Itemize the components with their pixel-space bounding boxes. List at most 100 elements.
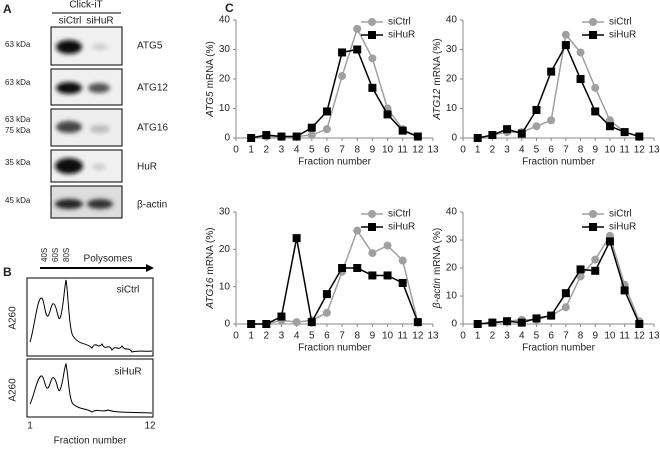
x-tick-label: 9	[592, 145, 598, 156]
x-tick-label: 9	[370, 145, 376, 156]
band	[88, 83, 110, 93]
trace	[29, 362, 153, 414]
y-tick-label: 10	[446, 291, 458, 302]
marker	[353, 45, 362, 54]
x-tick-label: 10	[382, 145, 394, 156]
y-tick-label: 30	[446, 44, 458, 55]
marker	[488, 131, 497, 140]
marker	[383, 110, 392, 119]
marker	[247, 320, 256, 328]
y-tick-label: 10	[219, 281, 231, 292]
gene-name: β-actin	[432, 278, 443, 310]
marker	[413, 132, 422, 141]
arrow-head	[146, 264, 154, 272]
x-tick-label: 1	[475, 331, 481, 342]
x-tick-label: 3	[504, 331, 510, 342]
gene-name: ATG12	[432, 88, 443, 120]
x-tick-label: 2	[490, 145, 496, 156]
marker	[292, 132, 301, 141]
marker	[247, 134, 256, 142]
x-label: 1	[27, 421, 33, 432]
marker	[292, 234, 301, 243]
legend-marker	[589, 31, 597, 39]
marker	[383, 241, 392, 250]
unit: mRNA (%)	[432, 38, 443, 85]
marker	[591, 83, 600, 92]
marker	[517, 318, 526, 327]
marker	[503, 125, 512, 134]
y-tick-label: 30	[446, 235, 458, 246]
size-label: 45 kDa	[5, 196, 31, 205]
marker	[322, 308, 331, 317]
y-tick-label: 0	[224, 319, 230, 330]
band	[92, 164, 106, 170]
unit: mRNA (%)	[205, 41, 216, 88]
x-tick-label: 9	[370, 331, 376, 342]
x-tick-label: 4	[519, 331, 525, 342]
marker	[561, 289, 570, 298]
axis-title: Fraction number	[54, 436, 127, 447]
x-tick-label: 5	[309, 145, 315, 156]
x-tick-label: 1	[475, 145, 481, 156]
marker	[322, 107, 331, 116]
x-tick-label: 7	[339, 145, 345, 156]
column-label: siHuR	[86, 16, 113, 27]
axis-title: A260	[8, 306, 19, 330]
marker	[591, 266, 600, 275]
x-tick-label: 12	[412, 331, 424, 342]
x-tick-label: 12	[634, 145, 646, 156]
marker	[620, 128, 629, 137]
y-tick-label: 0	[451, 319, 457, 330]
trace-box	[26, 277, 154, 357]
sedimentation-marker: 40S	[40, 248, 49, 262]
series-line	[477, 33, 640, 139]
x-tick-label: 4	[294, 331, 300, 342]
legend-label: siHuR	[388, 30, 415, 41]
band	[55, 158, 83, 174]
column-label: siCtrl	[59, 16, 82, 27]
x-tick-label: 3	[279, 331, 285, 342]
x-tick-label: 12	[412, 145, 424, 156]
y-tick-label: 30	[219, 207, 231, 218]
x-tick-label: 2	[264, 145, 270, 156]
legend-marker	[368, 223, 376, 231]
size-label: 63 kDa	[5, 115, 31, 124]
band	[87, 199, 113, 209]
marker	[368, 83, 377, 92]
trace	[29, 279, 153, 353]
x-tick-label: 3	[504, 145, 510, 156]
x-tick-label: 11	[397, 331, 408, 342]
marker	[473, 320, 482, 328]
band	[56, 121, 82, 133]
size-label: 75 kDa	[5, 126, 31, 135]
marker	[532, 314, 541, 323]
marker	[635, 132, 644, 141]
marker	[353, 226, 362, 235]
marker	[338, 72, 347, 81]
legend-marker	[368, 18, 376, 26]
x-tick-label: 7	[563, 331, 569, 342]
y-tick-label: 10	[219, 103, 231, 114]
x-tick-label: 8	[354, 331, 360, 342]
x-tick-label: 7	[339, 331, 345, 342]
y-tick-label: 0	[224, 133, 230, 144]
marker	[307, 131, 316, 140]
marker	[561, 303, 570, 312]
marker	[576, 265, 585, 274]
x-tick-label: 8	[578, 145, 584, 156]
x-tick-label: 0	[233, 331, 239, 342]
series-line	[477, 233, 641, 325]
axis-title: Fraction number	[298, 157, 371, 168]
x-label: 12	[144, 421, 156, 432]
marker	[368, 249, 377, 258]
marker	[262, 320, 271, 328]
marker	[576, 75, 585, 83]
legend-marker	[589, 223, 597, 231]
x-tick-label: 0	[233, 145, 239, 156]
axis-title: β-actin mRNA (%)	[432, 228, 443, 309]
protein-label: HuR	[137, 162, 157, 173]
legend-label: siCtrl	[388, 17, 411, 28]
band	[56, 40, 82, 54]
trace-box	[26, 358, 154, 418]
gene-name: ATG5	[205, 91, 216, 118]
